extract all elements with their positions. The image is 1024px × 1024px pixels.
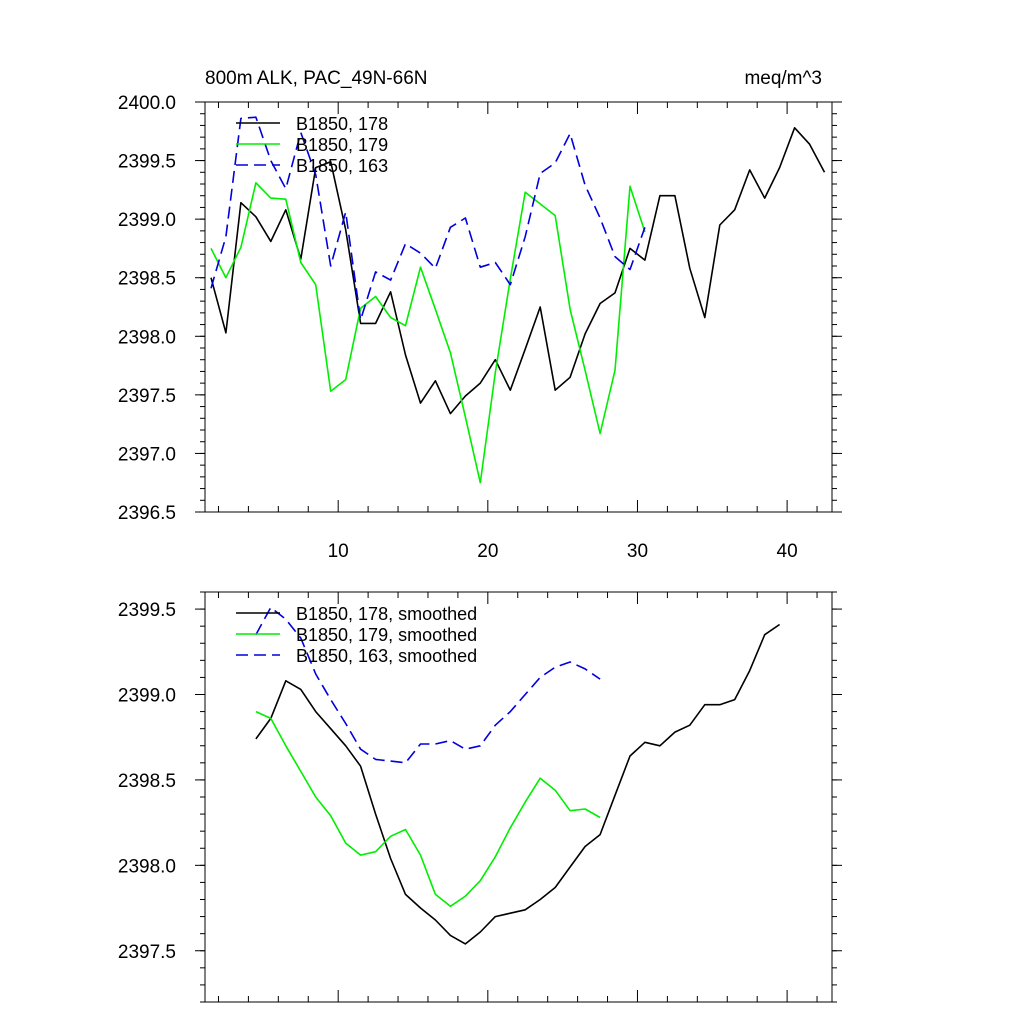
top-legend-label-1: B1850, 178: [296, 114, 388, 134]
top-plot-frame: [204, 101, 833, 513]
top-y-tick-label: 2397.5: [118, 386, 176, 407]
top-y-tick-label: 2398.5: [118, 269, 176, 290]
top-legend-label-3: B1850, 163: [296, 156, 388, 176]
top-y-tick-labels: 2396.5 2397.0 2397.5 2398.0 2398.5 2399.0 2399…: [118, 93, 176, 524]
top-series-group: [210, 116, 826, 484]
bottom-series-line-1: [255, 623, 781, 945]
bottom-y-tick-label: 2398.0: [118, 856, 176, 877]
bottom-y-tick-label: 2399.0: [118, 686, 176, 707]
bottom-series-group: [255, 606, 781, 945]
top-y-tick-label: 2396.5: [118, 503, 176, 524]
bottom-legend-label-3: B1850, 163, smoothed: [296, 646, 477, 666]
top-x-tick-labels: 10 20 30 40: [328, 541, 798, 562]
bottom-panel: 2397.5 2398.0 2398.5 2399.0 2399.5 B1850, 17…: [118, 591, 842, 1003]
top-series-line-1: [210, 127, 826, 415]
top-y-tick-label: 2397.0: [118, 444, 176, 465]
bottom-series-line-2: [255, 710, 601, 908]
bottom-y-tick-label: 2399.5: [118, 600, 176, 621]
top-title-left: 800m ALK, PAC_49N-66N: [205, 68, 428, 89]
top-axis-ticks: [195, 101, 842, 513]
bottom-y-tick-label: 2397.5: [118, 942, 176, 963]
bottom-legend-label-1: B1850, 178, smoothed: [296, 604, 477, 624]
bottom-series-line-3: [255, 606, 601, 764]
top-title-right: meq/m^3: [744, 68, 822, 89]
bottom-y-tick-labels: 2397.5 2398.0 2398.5 2399.0 2399.5: [118, 600, 176, 963]
top-y-tick-label: 2399.5: [118, 152, 176, 173]
top-x-tick-label: 20: [477, 541, 498, 562]
top-series-line-2: [210, 182, 646, 484]
top-y-tick-label: 2399.0: [118, 210, 176, 231]
top-series-line-3: [210, 116, 646, 321]
bottom-legend-label-2: B1850, 179, smoothed: [296, 625, 477, 645]
top-panel: 2396.5 2397.0 2397.5 2398.0 2398.5 2399.0 2399…: [118, 68, 842, 562]
top-legend-label-2: B1850, 179: [296, 135, 388, 155]
top-x-tick-label: 40: [777, 541, 798, 562]
top-x-tick-label: 30: [627, 541, 648, 562]
top-y-tick-label: 2400.0: [118, 93, 176, 114]
bottom-axis-ticks: [195, 591, 842, 1003]
top-x-tick-label: 10: [328, 541, 349, 562]
bottom-y-tick-label: 2398.5: [118, 771, 176, 792]
top-y-tick-label: 2398.0: [118, 327, 176, 348]
